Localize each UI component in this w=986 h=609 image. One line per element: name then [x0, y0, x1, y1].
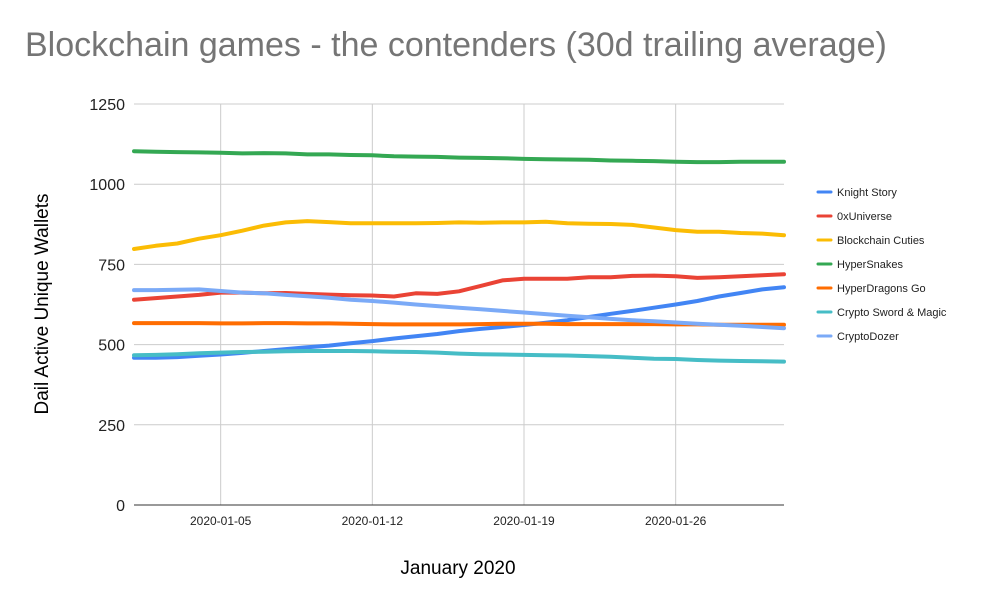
x-axis-title: January 2020	[400, 558, 515, 579]
series-line-cryptodozer	[132, 287, 786, 331]
series-line-blockchain-cuties	[132, 219, 786, 251]
series-lines	[132, 149, 786, 364]
legend-label: HyperSnakes	[837, 259, 904, 271]
y-tick-label: 250	[98, 418, 125, 435]
x-tick-label: 2020-01-26	[645, 514, 707, 528]
gridlines	[134, 103, 784, 505]
series-line-hypersnakes	[132, 149, 786, 165]
legend-label: Blockchain Cuties	[837, 235, 925, 247]
legend-label: CryptoDozer	[837, 331, 899, 343]
series-line-crypto-sword-magic	[132, 349, 786, 364]
y-axis-ticks: 0 250 500 750 1000 1250	[89, 97, 125, 515]
chart-title: Blockchain games - the contenders (30d t…	[25, 26, 887, 64]
x-tick-label: 2020-01-12	[342, 514, 404, 528]
x-axis-ticks: 2020-01-05 2020-01-12 2020-01-19 2020-01-26	[190, 514, 707, 528]
y-tick-label: 500	[98, 338, 125, 355]
y-tick-label: 1000	[89, 177, 125, 194]
y-tick-label: 750	[98, 257, 125, 274]
legend-label: HyperDragons Go	[837, 283, 926, 295]
y-axis-title: Dail Active Unique Wallets	[32, 193, 53, 414]
legend: Knight Story 0xUniverse Blockchain Cuties H…	[816, 187, 947, 343]
x-tick-label: 2020-01-05	[190, 514, 252, 528]
y-tick-label: 1250	[89, 97, 125, 114]
y-tick-label: 0	[116, 498, 125, 515]
legend-label: Crypto Sword & Magic	[837, 307, 947, 319]
legend-label: 0xUniverse	[837, 211, 892, 223]
x-tick-label: 2020-01-19	[493, 514, 555, 528]
legend-label: Knight Story	[837, 187, 897, 199]
